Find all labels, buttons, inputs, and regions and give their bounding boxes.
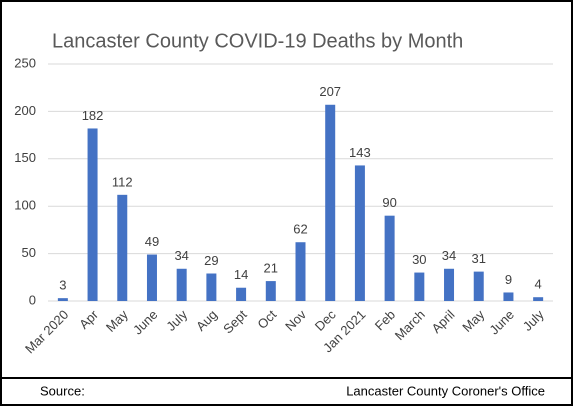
data-label: 207 [319, 84, 341, 99]
x-tick-label: March [392, 307, 428, 343]
bar [354, 165, 365, 301]
y-tick-label: 150 [14, 150, 36, 165]
bar [236, 287, 247, 301]
bar [325, 104, 336, 301]
data-label: 29 [204, 253, 218, 268]
bar [265, 281, 276, 301]
bar [533, 297, 544, 301]
data-label: 49 [145, 234, 159, 249]
x-tick-label: June [130, 307, 161, 338]
y-tick-label: 250 [14, 55, 36, 70]
data-label: 143 [349, 145, 371, 160]
bar [206, 273, 217, 301]
x-tick-label: Sept [220, 307, 250, 337]
x-tick-label: Apr [76, 306, 101, 331]
y-tick-label: 50 [22, 245, 36, 260]
data-label: 90 [382, 195, 396, 210]
x-tick-label: April [429, 307, 458, 336]
data-label: 21 [264, 261, 278, 276]
x-tick-label: Oct [254, 307, 279, 332]
data-label: 62 [293, 222, 307, 237]
bar [473, 271, 484, 301]
x-tick-label: July [520, 307, 547, 334]
y-tick-label: 100 [14, 198, 36, 213]
data-label: 112 [112, 174, 133, 189]
data-label: 31 [472, 251, 486, 266]
x-tick-label: Nov [282, 307, 309, 334]
bar [146, 254, 157, 301]
y-tick-label: 0 [29, 292, 36, 307]
bar [503, 292, 514, 301]
source-label: Source: [40, 383, 85, 398]
data-label: 3 [59, 278, 66, 293]
data-label: 30 [412, 252, 426, 267]
bar [414, 272, 425, 301]
bar [87, 128, 98, 301]
bar [176, 268, 187, 301]
x-tick-label: Aug [193, 307, 220, 334]
x-tick-label: June [486, 307, 517, 338]
bar [57, 298, 68, 301]
x-tick-label: May [459, 307, 487, 335]
data-label: 14 [234, 267, 248, 282]
x-tick-label: Mar 2020 [22, 307, 71, 356]
bar [384, 215, 395, 301]
x-tick-label: July [163, 307, 190, 334]
bar [444, 268, 455, 301]
data-label: 34 [442, 248, 456, 263]
data-label: 9 [505, 272, 512, 287]
data-label: 182 [82, 108, 104, 123]
bar [295, 242, 306, 301]
y-tick-label: 200 [14, 103, 36, 118]
data-label: 4 [535, 277, 542, 292]
bar [117, 194, 128, 301]
chart-title: Lancaster County COVID-19 Deaths by Mont… [52, 30, 463, 52]
data-label: 34 [174, 248, 188, 263]
x-tick-label: May [103, 307, 131, 335]
source-text: Lancaster County Coroner's Office [346, 383, 545, 398]
